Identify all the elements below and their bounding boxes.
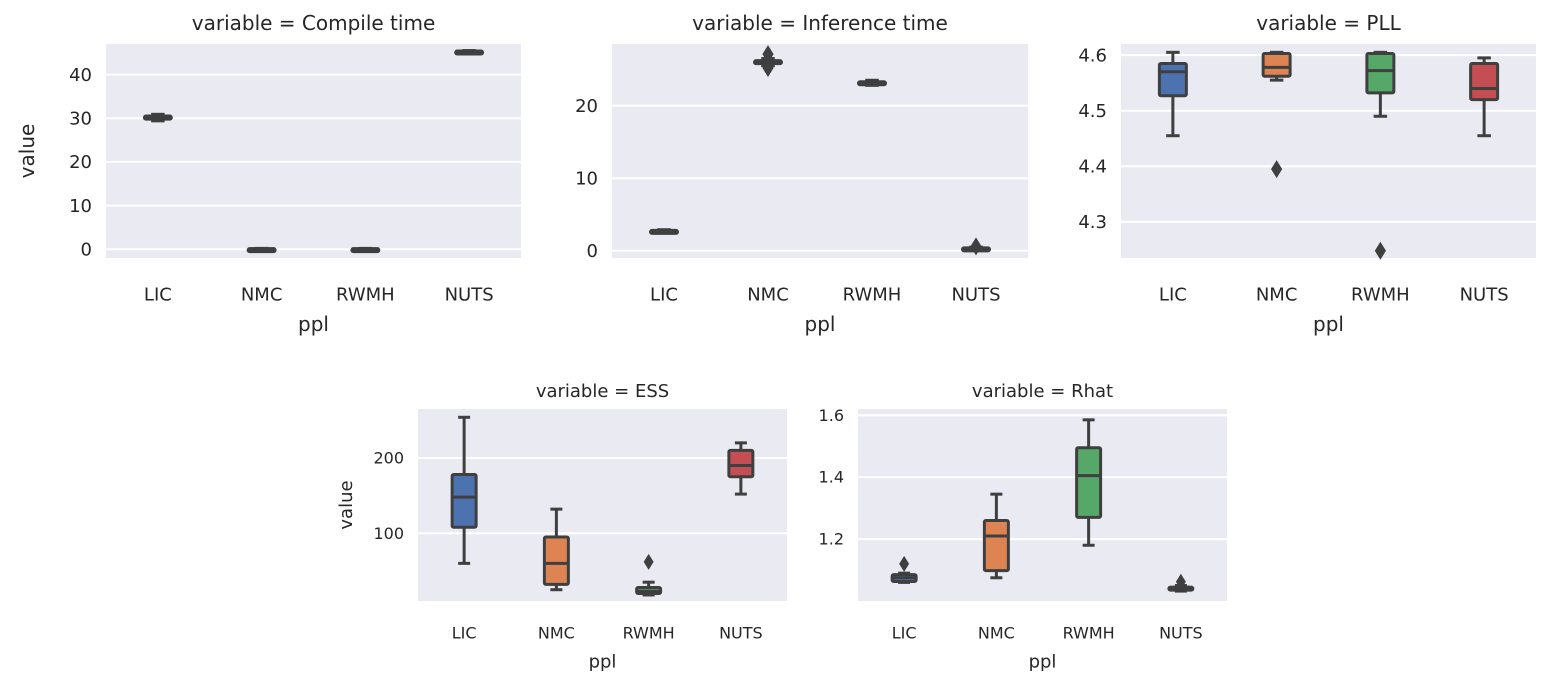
x-tick-label: NMC (978, 624, 1015, 643)
box-nuts (1469, 56, 1500, 138)
chart-panel-2: 0 10 20 LIC NMC RWMH NUTS variable = Inference … (575, 11, 1028, 336)
x-tick-label: NMC (1256, 284, 1298, 305)
x-tick-label: LIC (144, 284, 172, 305)
x-tick-label: NUTS (1460, 284, 1509, 305)
y-tick-label: 20 (69, 152, 92, 173)
chart-title: variable = Rhat (972, 381, 1113, 402)
x-axis-label: ppl (1313, 312, 1344, 336)
y-tick-label: 0 (81, 240, 92, 261)
plot-area (106, 44, 521, 258)
y-tick-label: 40 (69, 65, 92, 86)
chart-title: variable = Inference time (692, 11, 948, 35)
box-nmc (246, 246, 277, 254)
iqr-box (542, 535, 570, 586)
chart-panel-1: 0 10 20 30 40 LIC NMC RWMH NUTS variable = Compil… (15, 11, 521, 336)
chart-panel-4: 100 200 LIC NMC RWMH NUTS variable = ESS ppl val… (336, 381, 787, 672)
x-axis-label: ppl (1029, 651, 1057, 672)
x-tick-label: NMC (241, 284, 283, 305)
iqr-box (1365, 51, 1396, 95)
iqr-box (450, 473, 478, 529)
x-axis-label: ppl (805, 312, 836, 336)
outlier-marker (762, 58, 774, 77)
y-axis-label: value (15, 124, 39, 179)
x-tick-label: NUTS (445, 284, 494, 305)
x-tick-label: NMC (538, 624, 575, 643)
iqr-box (1157, 61, 1188, 98)
iqr-box (1261, 51, 1292, 78)
box-rwmh (1075, 418, 1103, 547)
x-tick-label: NUTS (719, 624, 763, 643)
box-nmc (542, 507, 570, 592)
y-tick-label: 1.4 (819, 468, 844, 487)
y-axis-label: value (336, 480, 357, 529)
outlier-marker (1374, 241, 1386, 260)
x-axis-label: ppl (589, 651, 617, 672)
outlier-marker (643, 553, 654, 570)
chart-panel-5: 1.2 1.4 1.6 LIC NMC RWMH NUTS variable = Rhat pp… (819, 381, 1227, 672)
chart-title: variable = PLL (1256, 11, 1401, 35)
box-rwmh (856, 78, 888, 87)
box-lic (142, 112, 173, 123)
y-tick-label: 10 (575, 169, 598, 190)
box-nuts (454, 49, 485, 56)
box-rwmh (635, 553, 663, 597)
x-tick-label: NUTS (951, 284, 1000, 305)
box-rwmh (1365, 50, 1396, 260)
y-tick-label: 0 (587, 241, 598, 262)
plot-area (612, 44, 1028, 258)
y-tick-label: 20 (575, 96, 598, 117)
box-nuts (727, 441, 755, 496)
chart-panel-3: 4.3 4.4 4.5 4.6 LIC NMC RWMH NUTS variable = PLL… (1078, 11, 1536, 336)
x-tick-label: RWMH (843, 284, 902, 305)
x-tick-label: NMC (747, 284, 789, 305)
iqr-box (1075, 446, 1103, 519)
plot-area (418, 409, 787, 601)
y-tick-label: 100 (373, 524, 404, 543)
y-tick-label: 4.3 (1078, 212, 1107, 233)
iqr-box (982, 518, 1010, 573)
y-tick-label: 4.6 (1078, 45, 1107, 66)
x-tick-label: RWMH (623, 624, 675, 643)
box-lic (1157, 50, 1188, 138)
x-tick-label: NUTS (1159, 624, 1203, 643)
chart-title: variable = Compile time (192, 11, 436, 35)
x-axis-label: ppl (298, 312, 329, 336)
x-tick-label: LIC (452, 624, 477, 643)
y-tick-label: 4.5 (1078, 101, 1107, 122)
outlier-marker (762, 45, 774, 64)
x-tick-label: RWMH (336, 284, 395, 305)
outlier-marker (970, 237, 982, 256)
y-tick-label: 30 (69, 109, 92, 130)
box-lic (450, 415, 478, 565)
outlier-marker (1175, 573, 1186, 590)
box-nmc (1261, 50, 1292, 179)
box-nmc (752, 45, 784, 77)
iqr-box (727, 448, 755, 479)
iqr-box (1469, 61, 1500, 102)
y-tick-label: 200 (373, 449, 404, 468)
plot-area (858, 409, 1227, 601)
y-tick-label: 4.4 (1078, 157, 1107, 178)
box-rwmh (350, 246, 381, 254)
y-tick-label: 1.6 (819, 406, 844, 425)
x-tick-label: RWMH (1351, 284, 1410, 305)
box-nuts (1167, 573, 1195, 593)
x-tick-label: LIC (1159, 284, 1187, 305)
outlier-marker (1271, 160, 1283, 179)
box-nmc (982, 492, 1010, 580)
x-tick-label: RWMH (1063, 624, 1115, 643)
box-nuts (960, 237, 992, 256)
y-tick-label: 1.2 (819, 530, 844, 549)
x-tick-label: LIC (650, 284, 678, 305)
x-tick-label: LIC (892, 624, 917, 643)
outlier-marker (899, 555, 910, 572)
box-lic (648, 228, 680, 235)
chart-title: variable = ESS (536, 381, 669, 402)
box-lic (890, 555, 918, 584)
y-tick-label: 10 (69, 196, 92, 217)
